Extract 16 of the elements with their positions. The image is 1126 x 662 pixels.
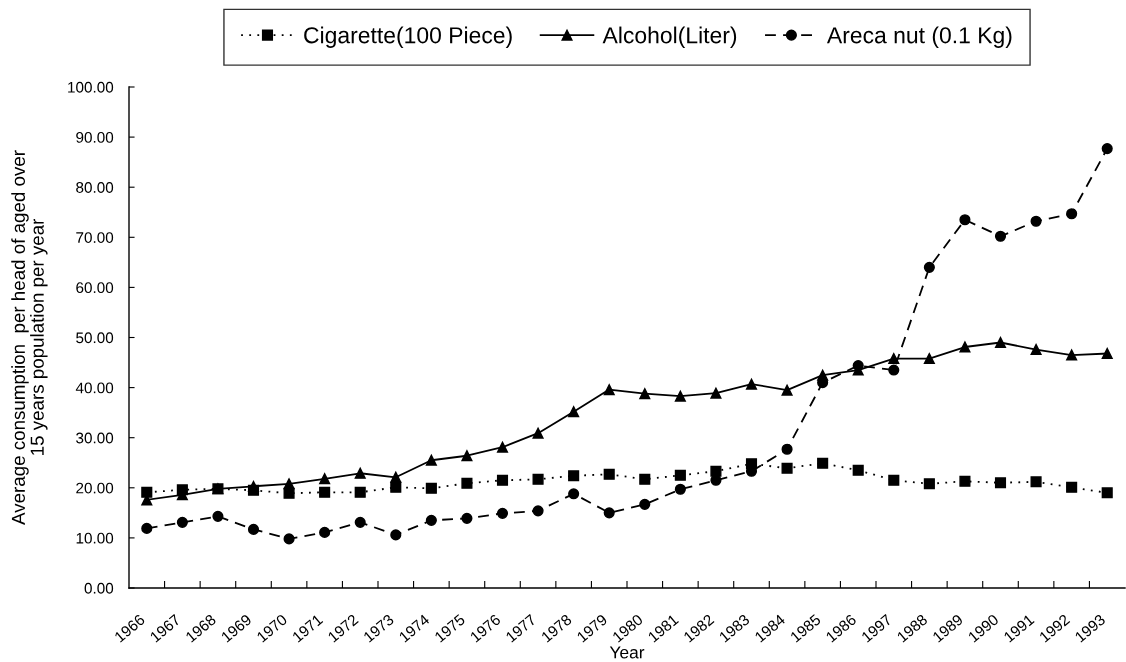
y-tick-label: 40.00 (75, 382, 114, 394)
y-tick-label: 60.00 (76, 282, 114, 294)
y-axis-title: Average consumption per head of aged over 15 years population per year (11, 150, 48, 525)
y-tick-label: 80.00 (76, 182, 114, 193)
y-tick-label: 90.00 (76, 131, 114, 143)
x-axis-title: Year (609, 646, 645, 659)
legend-label: Areca nut (0.1 Kg) (826, 26, 1012, 48)
y-tick-label: 10.00 (76, 532, 114, 544)
y-tick-label: 20.00 (76, 482, 114, 494)
y-tick-label: 30.00 (76, 432, 114, 444)
legend-label: Cigarette(100 Piece) (304, 26, 512, 48)
y-tick-label: 70.00 (76, 232, 114, 243)
y-tick-label: 50.00 (76, 332, 114, 344)
y-tick-label: 0.00 (84, 582, 114, 594)
legend-label: Alcohol(Liter) (602, 26, 737, 48)
y-tick-label: 100.00 (68, 81, 114, 93)
